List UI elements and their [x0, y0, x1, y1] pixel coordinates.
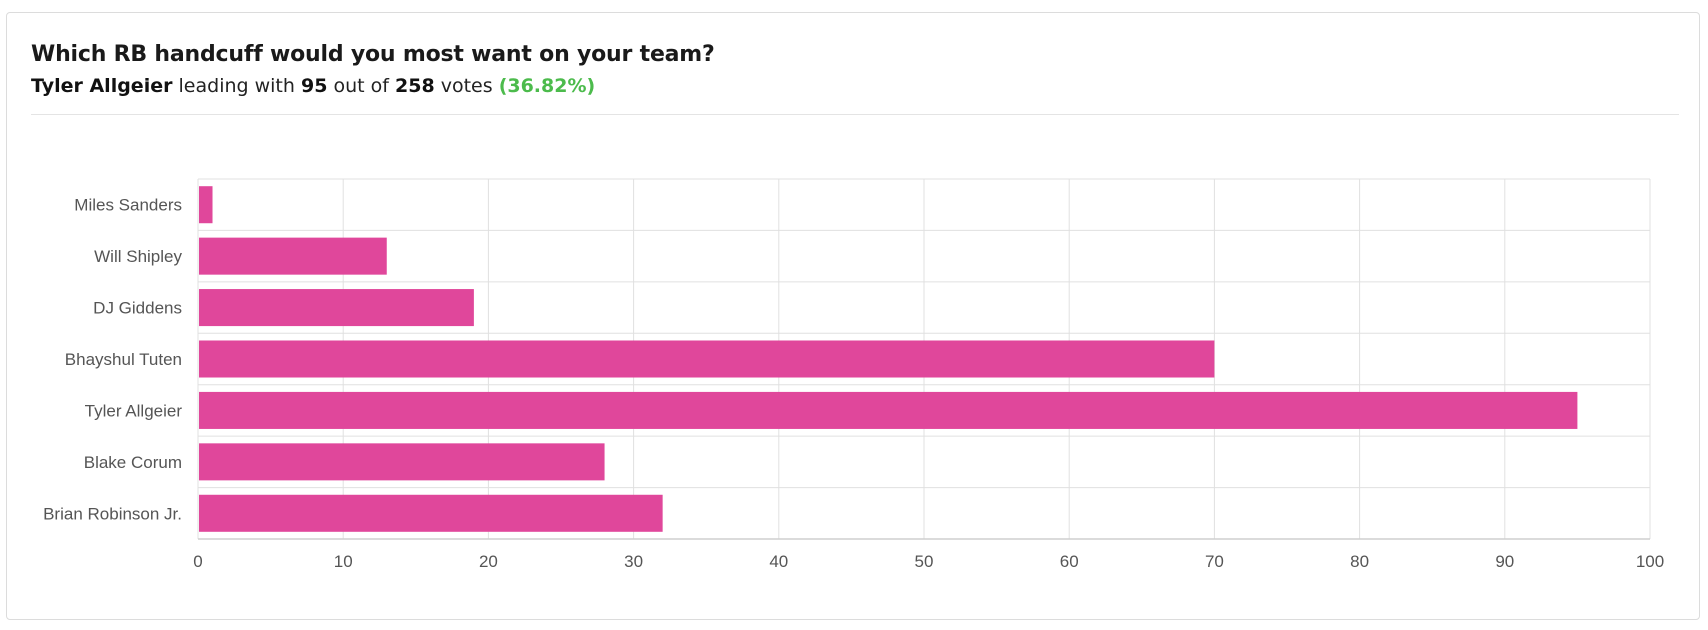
category-label: Blake Corum	[84, 453, 182, 472]
x-tick-label: 20	[479, 552, 498, 571]
leader-percentage: (36.82%)	[498, 75, 596, 97]
category-label: Miles Sanders	[74, 196, 182, 215]
x-tick-label: 50	[915, 552, 934, 571]
x-tick-label: 100	[1636, 552, 1664, 571]
leader-votes: 95	[300, 75, 328, 97]
poll-summary: Tyler Allgeier leading with 95 out of 25…	[31, 73, 1679, 99]
category-label: Tyler Allgeier	[85, 401, 183, 420]
header-divider	[31, 114, 1679, 115]
category-label: Brian Robinson Jr.	[43, 504, 182, 523]
x-tick-label: 30	[624, 552, 643, 571]
summary-text-leading: leading with	[178, 75, 295, 97]
leader-name: Tyler Allgeier	[31, 75, 173, 97]
bar	[199, 289, 474, 327]
x-tick-label: 80	[1350, 552, 1369, 571]
x-tick-label: 60	[1060, 552, 1079, 571]
category-label: Bhayshul Tuten	[65, 350, 182, 369]
bar	[199, 340, 1215, 378]
poll-header: Which RB handcuff would you most want on…	[31, 41, 1679, 99]
summary-text-out-of: out of	[333, 75, 389, 97]
x-tick-label: 40	[769, 552, 788, 571]
x-tick-label: 10	[334, 552, 353, 571]
summary-text-votes: votes	[440, 75, 493, 97]
bar	[199, 186, 213, 224]
category-label: Will Shipley	[94, 247, 182, 266]
x-tick-label: 90	[1495, 552, 1514, 571]
bar	[199, 237, 387, 275]
x-tick-label: 0	[193, 552, 202, 571]
poll-title: Which RB handcuff would you most want on…	[31, 42, 715, 67]
x-tick-label: 70	[1205, 552, 1224, 571]
bar	[199, 391, 1578, 429]
category-label: DJ Giddens	[93, 299, 182, 318]
bar	[199, 443, 605, 481]
bar	[199, 494, 663, 532]
total-votes: 258	[395, 75, 435, 97]
